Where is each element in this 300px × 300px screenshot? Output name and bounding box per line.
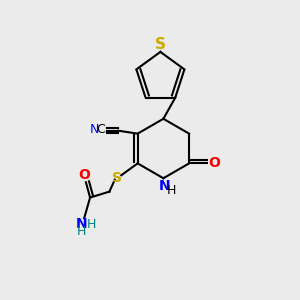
Text: C: C — [96, 123, 105, 136]
Text: H: H — [87, 218, 96, 231]
Text: H: H — [167, 184, 176, 196]
Text: S: S — [155, 37, 166, 52]
Text: O: O — [208, 156, 220, 170]
Text: H: H — [76, 225, 86, 238]
Text: N: N — [90, 123, 99, 136]
Text: S: S — [112, 171, 122, 185]
Text: N: N — [75, 217, 87, 231]
Text: N: N — [159, 179, 171, 193]
Text: O: O — [78, 168, 90, 182]
